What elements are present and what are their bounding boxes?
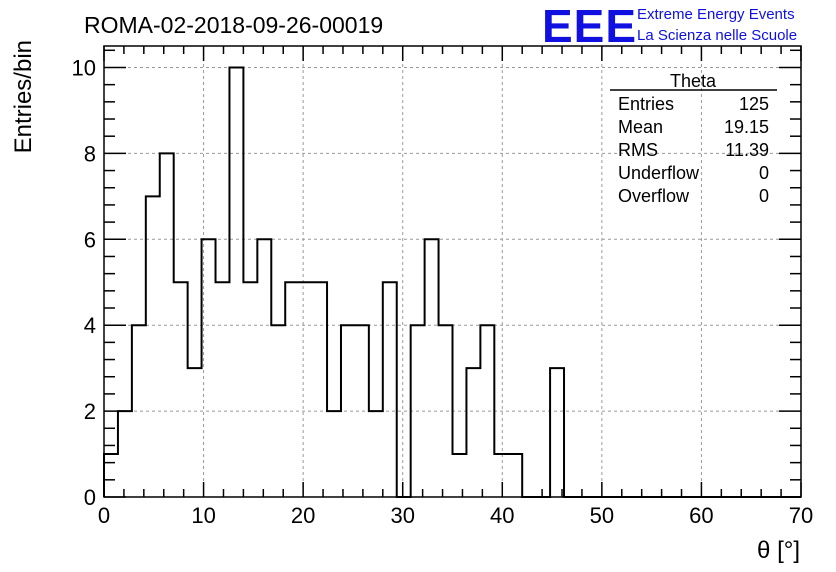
- x-tick-label: 70: [789, 503, 813, 528]
- histogram-bin: [383, 282, 397, 497]
- histogram-bin: [453, 454, 467, 497]
- y-tick-label: 2: [84, 399, 96, 424]
- histogram-bin: [202, 239, 216, 497]
- stats-title: Theta: [670, 71, 717, 91]
- histogram-bin: [480, 325, 494, 497]
- x-tick-label: 40: [490, 503, 514, 528]
- histogram-bin: [299, 282, 313, 497]
- axis-ticks: [103, 46, 802, 498]
- histogram-bin: [425, 239, 439, 497]
- y-axis-label: Entries/bin: [10, 40, 37, 153]
- stats-box: Theta Entries 125 Mean 19.15 RMS 11.39 Underfl…: [610, 71, 777, 206]
- logo-mark: EEE: [542, 0, 637, 52]
- histogram-bin: [494, 454, 508, 497]
- histogram-bin: [174, 282, 188, 497]
- plot-frame: [103, 45, 802, 498]
- x-tick-label: 30: [390, 503, 414, 528]
- x-axis-label: θ [°]: [757, 537, 800, 564]
- histogram-bin: [508, 454, 522, 497]
- stats-row-value: 19.15: [724, 117, 769, 137]
- x-tick-label: 20: [291, 503, 315, 528]
- x-tick-label: 50: [590, 503, 614, 528]
- stats-row-label: Mean: [618, 117, 663, 137]
- logo-line-1: Extreme Energy Events: [637, 6, 795, 23]
- stats-row-label: Overflow: [618, 186, 690, 206]
- histogram-bin: [104, 454, 118, 497]
- histogram-bin: [466, 368, 480, 497]
- histogram-bin: [341, 325, 355, 497]
- histogram-bin: [355, 325, 369, 497]
- histogram-bin: [271, 325, 285, 497]
- x-tick-label: 60: [689, 503, 713, 528]
- histogram-bin: [439, 325, 453, 497]
- histogram-bin: [411, 325, 425, 497]
- stats-rows: Entries 125 Mean 19.15 RMS 11.39 Underflow 0 Ove…: [618, 94, 769, 206]
- y-tick-label: 8: [84, 141, 96, 166]
- histogram-bin: [313, 282, 327, 497]
- stats-row-label: Entries: [618, 94, 674, 114]
- stats-row-label: RMS: [618, 140, 658, 160]
- histogram-bin: [369, 411, 383, 497]
- y-tick-label: 10: [72, 55, 96, 80]
- histogram-bin: [132, 325, 146, 497]
- y-tick-labels: 0 2 4 6 8 10: [72, 55, 96, 510]
- eee-logo: EEE Extreme Energy Events La Scienza nel…: [542, 0, 797, 52]
- chart-title: ROMA-02-2018-09-26-00019: [84, 12, 383, 38]
- histogram-bin: [160, 153, 174, 497]
- x-tick-labels: 0 10 20 30 40 50 60 70: [98, 503, 813, 528]
- histogram-bin: [550, 368, 564, 497]
- histogram-bin: [327, 411, 341, 497]
- histogram-bin: [229, 67, 243, 497]
- histogram-bin: [216, 282, 230, 497]
- stats-row-label: Underflow: [618, 163, 700, 183]
- x-tick-label: 10: [191, 503, 215, 528]
- y-tick-label: 6: [84, 227, 96, 252]
- stats-row-value: 11.39: [725, 140, 769, 160]
- stats-row-value: 0: [759, 186, 769, 206]
- y-tick-label: 4: [84, 313, 96, 338]
- stats-row-value: 0: [759, 163, 769, 183]
- histogram-bin: [243, 282, 257, 497]
- histogram-bin: [188, 368, 202, 497]
- logo-line-2: La Scienza nelle Scuole: [637, 27, 797, 44]
- y-tick-label: 0: [84, 485, 96, 510]
- x-tick-label: 0: [98, 503, 110, 528]
- stats-row-value: 125: [739, 94, 769, 114]
- histogram-bin: [257, 239, 271, 497]
- histogram-bin: [118, 411, 132, 497]
- histogram-bin: [146, 196, 160, 497]
- histogram-bin: [285, 282, 299, 497]
